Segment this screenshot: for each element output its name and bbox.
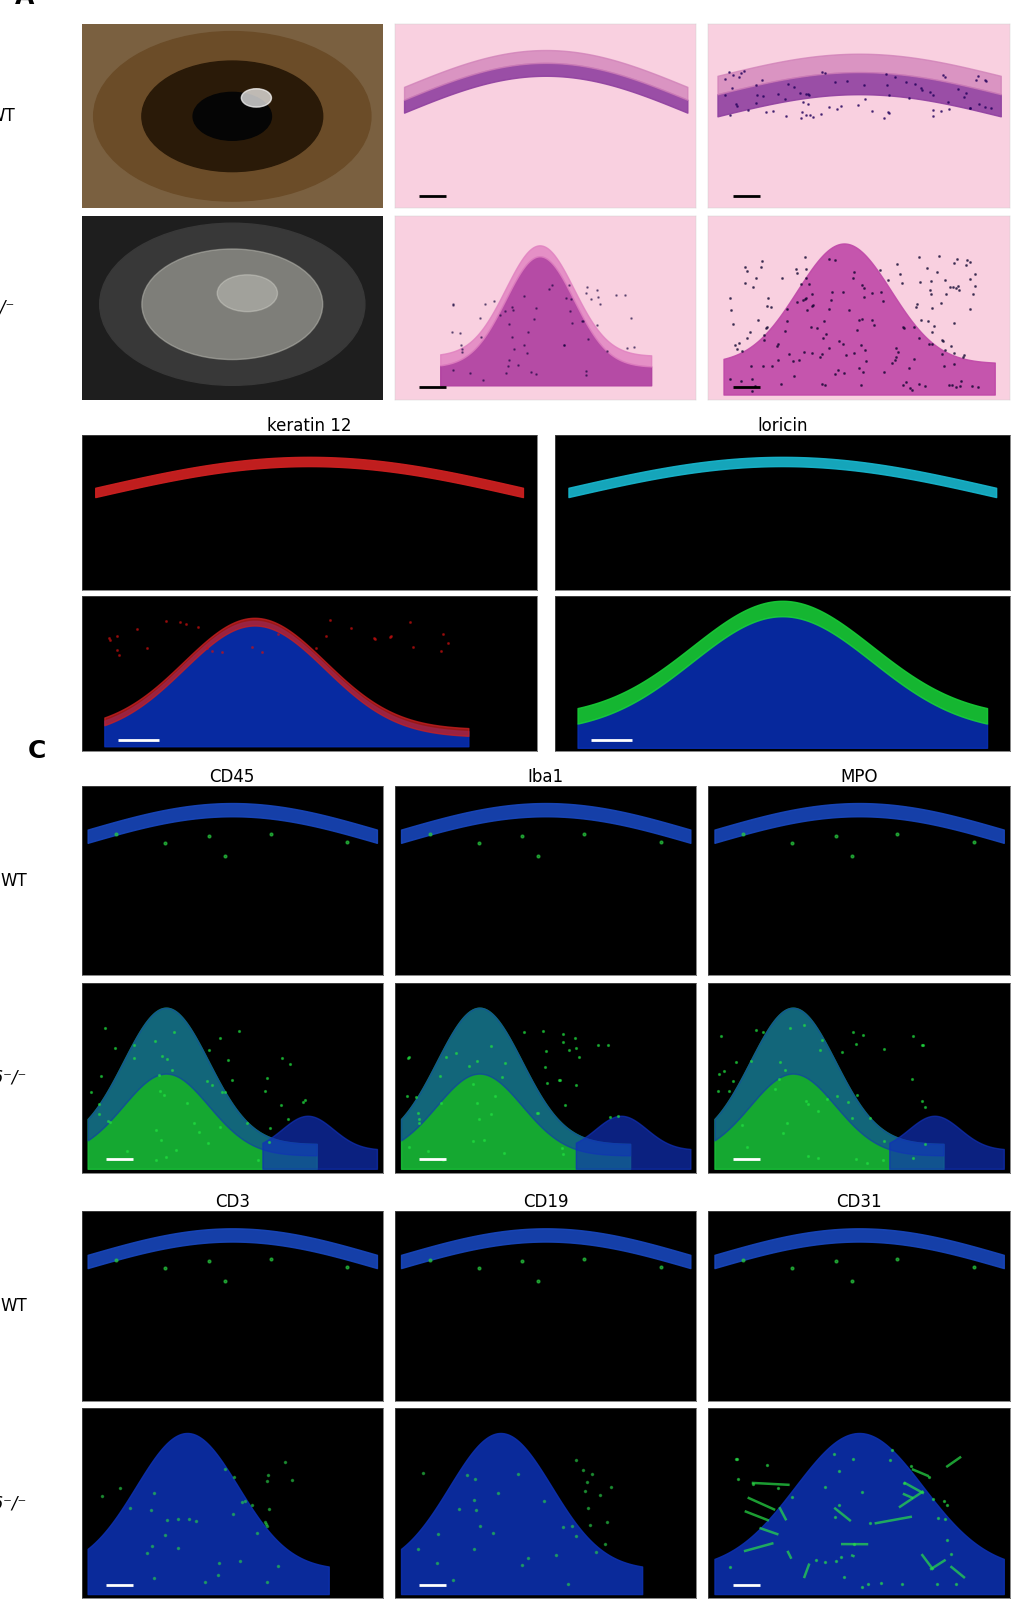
Circle shape [242,89,271,107]
Circle shape [193,92,271,140]
Text: WT: WT [1,872,28,889]
Text: WT: WT [1,1298,28,1315]
Title: CD45: CD45 [209,768,255,786]
Circle shape [217,274,277,312]
Title: CD3: CD3 [215,1193,250,1210]
Text: A: A [15,0,35,10]
Text: Sirt6⁻/⁻: Sirt6⁻/⁻ [0,299,15,316]
Title: CD31: CD31 [836,1193,881,1210]
Circle shape [142,249,322,360]
Circle shape [142,61,322,171]
Title: loricin: loricin [756,416,807,436]
Text: Sirt6⁻/⁻: Sirt6⁻/⁻ [0,1495,28,1512]
Title: CD19: CD19 [523,1193,568,1210]
Circle shape [94,32,371,202]
Title: MPO: MPO [840,768,877,786]
Title: Iba1: Iba1 [527,768,564,786]
Circle shape [100,223,365,386]
Text: Sirt6⁻/⁻: Sirt6⁻/⁻ [0,1068,28,1086]
Text: C: C [28,739,46,763]
Text: WT: WT [0,108,15,126]
Title: keratin 12: keratin 12 [267,416,351,436]
